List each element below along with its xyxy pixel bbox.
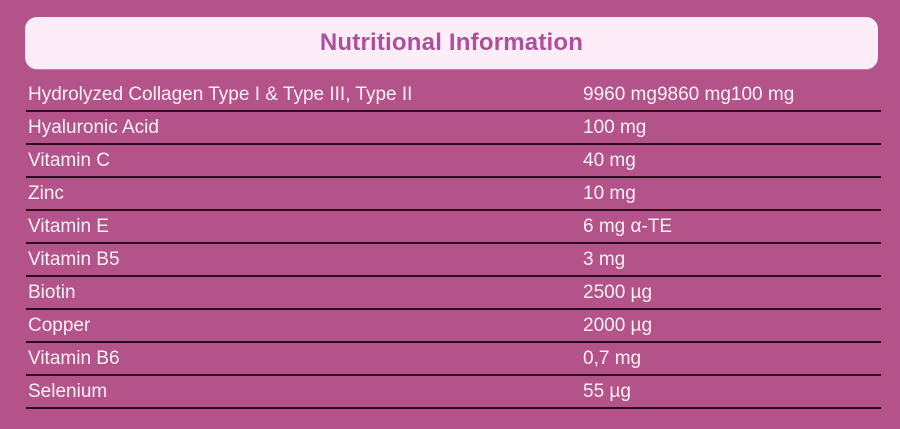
nutrient-label: Zinc bbox=[28, 182, 64, 204]
nutrient-label: Vitamin B6 bbox=[28, 347, 120, 369]
nutrient-value: 100 mg bbox=[583, 116, 647, 138]
nutrient-value: 0,7 mg bbox=[583, 347, 642, 369]
table-row: Vitamin E 6 mg α-TE bbox=[26, 211, 881, 244]
table-row: Hydrolyzed Collagen Type I & Type III, T… bbox=[26, 79, 881, 112]
nutrient-label: Hyaluronic Acid bbox=[28, 116, 159, 138]
nutrition-table: Hydrolyzed Collagen Type I & Type III, T… bbox=[26, 79, 881, 409]
nutrient-value: 40 mg bbox=[583, 149, 636, 171]
nutrient-label: Vitamin B5 bbox=[28, 248, 120, 270]
table-row: Copper 2000 µg bbox=[26, 310, 881, 343]
page-title: Nutritional Information bbox=[319, 29, 584, 56]
nutrient-value: 6 mg α-TE bbox=[583, 215, 673, 237]
table-row: Vitamin B6 0,7 mg bbox=[26, 343, 881, 376]
table-row: Selenium 55 µg bbox=[26, 376, 881, 409]
nutrient-value: 55 µg bbox=[583, 380, 631, 402]
nutrient-value: 3 mg bbox=[583, 248, 626, 270]
nutrient-value: 10 mg bbox=[583, 182, 636, 204]
nutrient-label: Vitamin C bbox=[28, 149, 111, 171]
nutrient-label: Hydrolyzed Collagen Type I & Type III, T… bbox=[28, 83, 413, 105]
table-row: Biotin 2500 µg bbox=[26, 277, 881, 310]
nutrient-label: Biotin bbox=[28, 281, 76, 303]
table-row: Hyaluronic Acid 100 mg bbox=[26, 112, 881, 145]
table-row: Zinc 10 mg bbox=[26, 178, 881, 211]
table-row: Vitamin C 40 mg bbox=[26, 145, 881, 178]
nutrient-label: Vitamin E bbox=[28, 215, 109, 237]
nutrient-value: 2500 µg bbox=[583, 281, 653, 303]
header-bar: Nutritional Information bbox=[25, 17, 878, 69]
nutrient-label: Copper bbox=[28, 314, 91, 336]
table-row: Vitamin B5 3 mg bbox=[26, 244, 881, 277]
nutrient-value: 2000 µg bbox=[583, 314, 653, 336]
nutrient-label: Selenium bbox=[28, 380, 108, 402]
nutrient-value: 9960 mg9860 mg100 mg bbox=[583, 83, 795, 105]
